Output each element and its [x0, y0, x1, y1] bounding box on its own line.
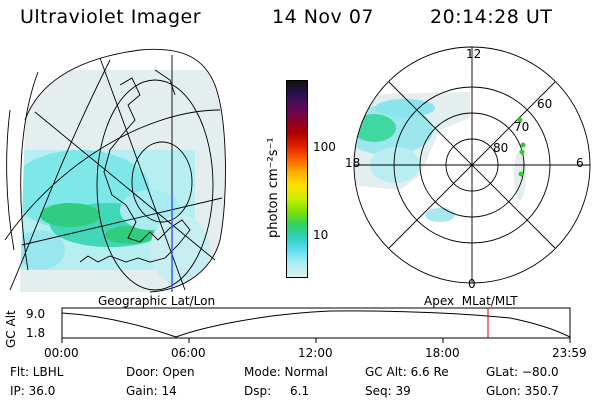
mlat-label-60: 60 — [537, 97, 553, 111]
dsp-label: Dsp: — [244, 384, 272, 398]
polar-caption: Apex MLat/MLT — [424, 294, 518, 308]
mlt-label-12: 12 — [466, 47, 482, 61]
colorbar — [286, 80, 308, 278]
mlt-label-6: 6 — [576, 156, 584, 170]
timeline-xtick-2359: 23:59 — [552, 346, 587, 360]
colorbar-tick-100: 100 — [313, 140, 336, 154]
glat-info: GLat: −80.0 — [486, 365, 559, 379]
ip-info: IP: 36.0 — [10, 384, 56, 398]
timeline-xtick-0600: 06:00 — [171, 346, 206, 360]
colorbar-tick-10: 10 — [313, 228, 329, 242]
dsp-value: 6.1 — [290, 384, 310, 398]
mode-info: Mode: Normal — [244, 365, 328, 379]
observation-time: 20:14:28 UT — [430, 6, 553, 28]
observation-date: 14 Nov 07 — [272, 6, 375, 28]
timeline-ytick-high: 9.0 — [26, 307, 46, 321]
mlat-label-80: 80 — [493, 141, 509, 155]
mlat-label-70: 70 — [514, 120, 530, 134]
timeline-ytick-low: 1.8 — [26, 326, 46, 340]
glon-info: GLon: 350.7 — [486, 384, 559, 398]
timeline-xtick-0000: 00:00 — [44, 346, 79, 360]
mlt-label-18: 18 — [345, 156, 361, 170]
gain-info: Gain: 14 — [126, 384, 177, 398]
gc-alt-info: GC Alt: 6.6 Re — [365, 365, 449, 379]
seq-info: Seq: 39 — [365, 384, 411, 398]
timeline-xtick-1200: 12:00 — [298, 346, 333, 360]
mlt-label-0: 0 — [468, 277, 476, 291]
geo-caption: Geographic Lat/Lon — [98, 294, 216, 308]
filter-info: Flt: LBHL — [10, 365, 64, 379]
timeline-xtick-1800: 18:00 — [425, 346, 460, 360]
instrument-title: Ultraviolet Imager — [20, 6, 202, 28]
door-info: Door: Open — [126, 365, 195, 379]
